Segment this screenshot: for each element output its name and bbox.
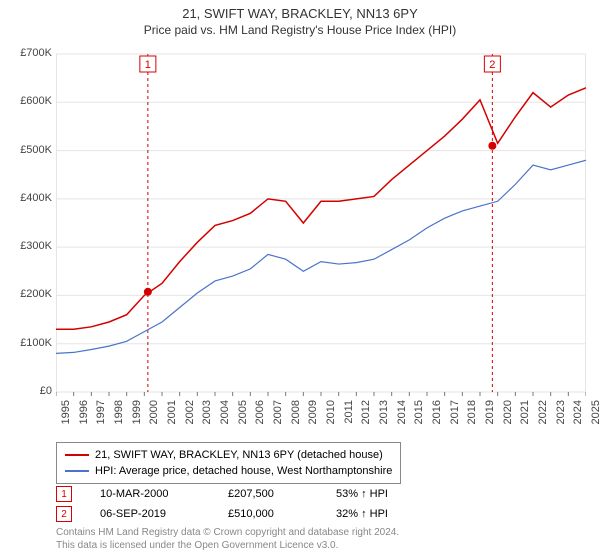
footer: Contains HM Land Registry data © Crown c… [56,526,399,552]
event-price-2: £510,000 [228,508,308,520]
y-tick-label: £100K [2,337,52,349]
x-tick-label: 2006 [254,400,266,440]
x-tick-label: 2015 [413,400,425,440]
y-tick-label: £400K [2,192,52,204]
y-tick-label: £700K [2,47,52,59]
x-tick-label: 2007 [272,400,284,440]
x-tick-label: 1995 [60,400,72,440]
x-tick-label: 2003 [201,400,213,440]
x-tick-label: 1996 [78,400,90,440]
x-tick-label: 2016 [431,400,443,440]
legend-item-property: 21, SWIFT WAY, BRACKLEY, NN13 6PY (detac… [65,447,392,463]
x-tick-label: 2022 [537,400,549,440]
x-tick-label: 2023 [555,400,567,440]
event-date-2: 06-SEP-2019 [100,508,200,520]
svg-text:2: 2 [489,59,495,71]
legend-item-hpi: HPI: Average price, detached house, West… [65,463,392,479]
footer-line-2: This data is licensed under the Open Gov… [56,539,399,552]
x-tick-label: 2009 [307,400,319,440]
x-tick-label: 2008 [290,400,302,440]
legend-label-property: 21, SWIFT WAY, BRACKLEY, NN13 6PY (detac… [95,447,383,463]
x-tick-label: 2012 [360,400,372,440]
x-tick-label: 2025 [590,400,600,440]
x-tick-label: 1997 [95,400,107,440]
chart-container: 21, SWIFT WAY, BRACKLEY, NN13 6PY Price … [0,0,600,560]
legend: 21, SWIFT WAY, BRACKLEY, NN13 6PY (detac… [56,442,401,484]
x-tick-label: 2024 [572,400,584,440]
chart-subtitle: Price paid vs. HM Land Registry's House … [0,21,600,41]
legend-label-hpi: HPI: Average price, detached house, West… [95,463,392,479]
chart-title: 21, SWIFT WAY, BRACKLEY, NN13 6PY [0,0,600,21]
svg-text:1: 1 [145,59,151,71]
x-tick-label: 2011 [343,400,355,440]
event-date-1: 10-MAR-2000 [100,488,200,500]
x-tick-label: 2005 [237,400,249,440]
x-tick-label: 2018 [466,400,478,440]
legend-swatch-hpi [65,470,89,472]
y-tick-label: £300K [2,240,52,252]
event-diff-2: 32% ↑ HPI [336,508,388,520]
event-diff-1: 53% ↑ HPI [336,488,388,500]
y-tick-label: £600K [2,95,52,107]
x-tick-label: 2010 [325,400,337,440]
event-badge-1: 1 [56,486,72,502]
y-tick-label: £0 [2,385,52,397]
x-tick-label: 2001 [166,400,178,440]
x-tick-label: 2020 [502,400,514,440]
x-tick-label: 2021 [519,400,531,440]
event-table: 1 10-MAR-2000 £207,500 53% ↑ HPI 2 06-SE… [56,484,388,524]
x-tick-label: 1999 [131,400,143,440]
event-badge-2: 2 [56,506,72,522]
chart-plot-area: 12 [56,48,586,398]
x-tick-label: 2019 [484,400,496,440]
legend-swatch-property [65,454,89,456]
event-price-1: £207,500 [228,488,308,500]
chart-svg: 12 [56,48,586,398]
footer-line-1: Contains HM Land Registry data © Crown c… [56,526,399,539]
x-tick-label: 2004 [219,400,231,440]
x-tick-label: 2002 [184,400,196,440]
y-tick-label: £200K [2,288,52,300]
x-tick-label: 2000 [148,400,160,440]
x-tick-label: 2013 [378,400,390,440]
event-row-1: 1 10-MAR-2000 £207,500 53% ↑ HPI [56,484,388,504]
x-tick-label: 1998 [113,400,125,440]
y-tick-label: £500K [2,144,52,156]
x-tick-label: 2014 [396,400,408,440]
event-row-2: 2 06-SEP-2019 £510,000 32% ↑ HPI [56,504,388,524]
x-tick-label: 2017 [449,400,461,440]
